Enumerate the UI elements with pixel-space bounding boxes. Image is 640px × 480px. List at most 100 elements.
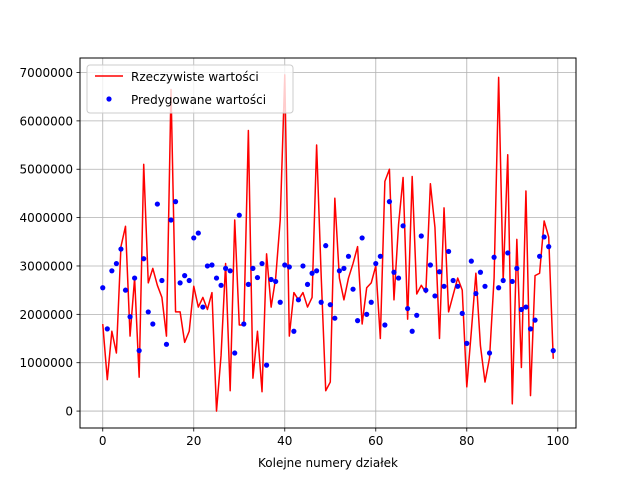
predicted-point [232,350,238,356]
predicted-point [241,321,247,327]
predicted-point [154,201,160,207]
predicted-point [186,277,192,284]
predicted-point [332,315,338,321]
predicted-point [359,235,365,241]
x-tick-label: 40 [277,434,292,448]
predicted-point [450,277,456,284]
predicted-point [537,253,543,259]
predicted-point [136,348,142,354]
predicted-point [509,278,515,285]
x-tick-label: 60 [368,434,383,448]
predicted-point [300,263,306,269]
predicted-point [409,328,415,334]
predicted-point [414,312,420,318]
predicted-point [505,250,511,256]
predicted-point [345,253,352,259]
y-tick-label: 5000000 [20,163,73,177]
predicted-point [141,256,147,262]
predicted-point [423,287,429,293]
predicted-point [200,304,206,310]
predicted-point [227,268,233,274]
predicted-point [400,223,406,229]
predicted-point [464,340,470,346]
predicted-point [418,233,424,239]
predicted-point [523,304,529,310]
predicted-point [391,269,397,275]
predicted-point [132,275,138,281]
x-tick-label: 100 [546,434,569,448]
predicted-point [468,258,474,264]
y-tick-label: 1000000 [20,356,73,370]
predicted-point [223,265,229,271]
predicted-point [445,248,452,255]
predicted-point [259,260,265,267]
predicted-point [109,268,115,274]
predicted-point [263,362,270,368]
predicted-point [546,244,552,250]
predicted-point [550,348,556,354]
predicted-point [104,326,110,332]
predicted-point [459,310,465,316]
predicted-point [182,273,188,279]
actual-values-line [102,74,554,412]
legend-label-actual: Rzeczywiste wartości [131,70,259,84]
predicted-point [127,314,133,320]
predicted-point [191,235,197,241]
predicted-point [436,269,443,275]
predicted-point [209,262,215,268]
legend: Rzeczywiste wartości Predygowane wartośc… [86,64,294,114]
predicted-point [486,350,493,356]
predicted-point [455,283,461,289]
predicted-point [163,341,170,347]
predicted-point [377,253,383,259]
predicted-point [195,230,201,236]
predicted-point [291,328,297,334]
predicted-point [318,299,324,305]
predicted-point [254,274,261,281]
predicted-point [273,278,279,285]
predicted-point [336,268,342,274]
predicted-point [482,283,488,289]
axes-frame [79,57,577,429]
predicted-point [236,212,242,218]
predicted-point [500,277,506,284]
predicted-point [427,262,433,268]
predicted-point [245,281,251,287]
predicted-point [368,299,374,305]
predicted-point [282,262,288,268]
predicted-point [118,246,124,252]
predicted-point [491,254,497,260]
predicted-point [405,305,411,312]
predicted-point [177,280,183,286]
predicted-point [323,243,329,249]
series-layer [100,74,556,412]
predicted-point [327,302,333,308]
y-tick-label: 7000000 [20,66,73,80]
plot-area [100,74,556,412]
predicted-point [350,286,356,292]
predicted-point [309,270,315,276]
predicted-point [218,282,224,288]
predicted-point [527,326,534,332]
predicted-point [145,309,151,315]
predicted-point [168,217,174,223]
predicted-point [382,322,388,328]
predicted-point [364,311,370,317]
predicted-point [395,275,402,281]
predicted-point [314,268,320,274]
predicted-point [541,234,547,240]
predicted-point [432,293,438,299]
grid [80,58,576,428]
legend-box [86,64,294,114]
predicted-point [213,275,220,281]
predicted-point [496,285,502,291]
x-axis-label: Kolejne numery działek [258,456,398,470]
predicted-point [473,290,479,297]
predicted-point [373,260,379,267]
predicted-point [354,318,361,324]
predicted-point [204,263,211,269]
predicted-point [514,265,520,271]
predicted-point [277,299,283,305]
legend-marker-swatch [106,96,112,102]
